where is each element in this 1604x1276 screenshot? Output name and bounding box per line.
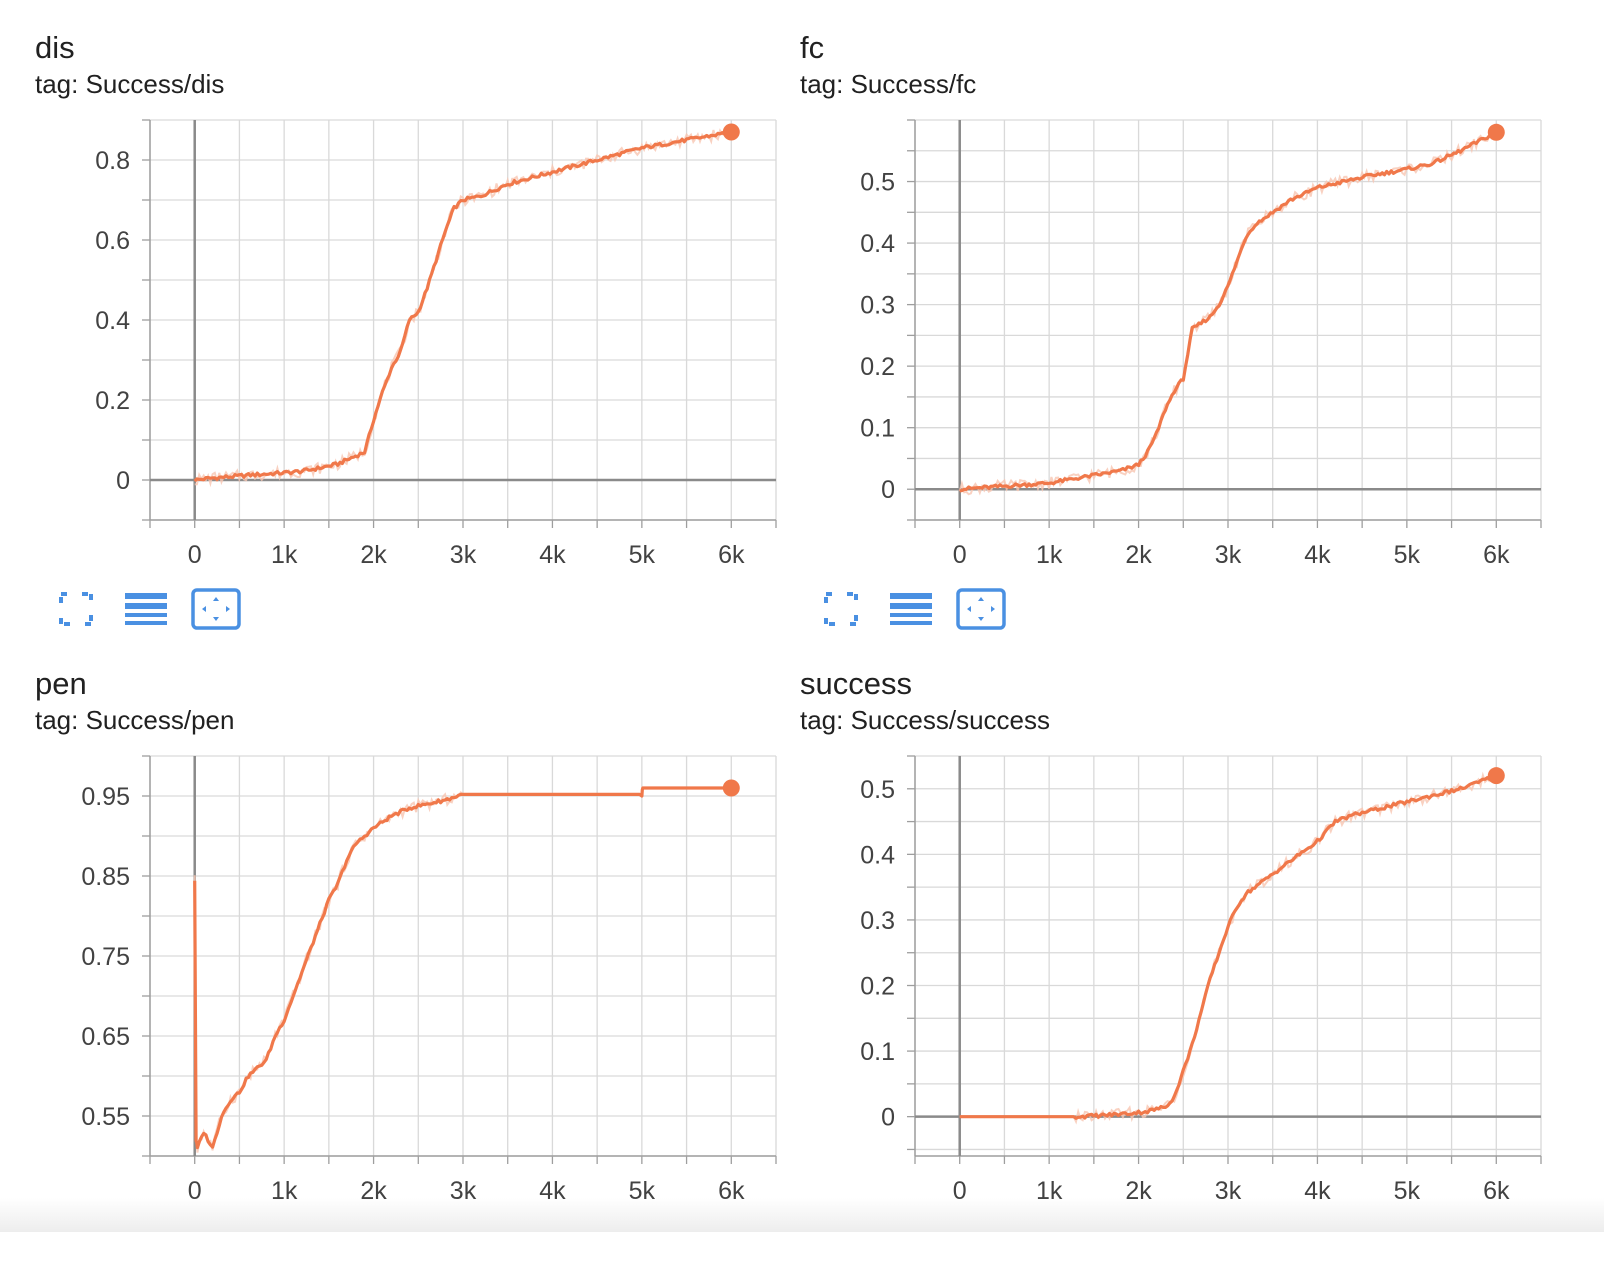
y-tick-label: 0.2 bbox=[95, 387, 130, 415]
data-table-icon bbox=[125, 593, 167, 625]
x-tick-label: 5k bbox=[1394, 541, 1421, 569]
series-line bbox=[959, 774, 1497, 1120]
chart-tag: tag: Success/dis bbox=[35, 69, 225, 99]
x-tick-label: 3k bbox=[1215, 1177, 1242, 1205]
y-tick-label: 0.4 bbox=[95, 307, 130, 335]
series-line bbox=[959, 130, 1497, 493]
series-raw-line bbox=[194, 128, 732, 488]
y-tick-label: 0.8 bbox=[95, 147, 130, 175]
y-tick-label: 0.4 bbox=[860, 230, 895, 258]
y-tick-label: 0.3 bbox=[860, 292, 895, 320]
x-tick-label: 3k bbox=[450, 541, 477, 569]
last-point-marker bbox=[1487, 123, 1505, 141]
x-tick-label: 2k bbox=[1125, 1177, 1152, 1205]
fullscreen-icon bbox=[824, 592, 858, 626]
x-tick-label: 0 bbox=[953, 1177, 967, 1205]
chart-plot[interactable]: 0 0.1 0.2 0.3 0.4 0.5 0 1k 2k 3k 4k 5k 6k bbox=[765, 636, 1555, 1276]
x-tick-label: 0 bbox=[188, 1177, 202, 1205]
x-tick-label: 2k bbox=[360, 1177, 387, 1205]
fullscreen-button[interactable] bbox=[50, 585, 102, 633]
x-tick-label: 4k bbox=[1304, 541, 1331, 569]
x-tick-label: 4k bbox=[539, 1177, 566, 1205]
x-tick-label: 6k bbox=[1483, 541, 1510, 569]
chart-plot[interactable]: 0.55 0.65 0.75 0.85 0.95 0 1k 2k 3k 4k 5k 6k bbox=[0, 636, 790, 1276]
y-tick-label: 0.6 bbox=[95, 227, 130, 255]
last-point-marker bbox=[722, 123, 740, 141]
x-tick-label: 4k bbox=[1304, 1177, 1331, 1205]
chart-tag: tag: Success/fc bbox=[800, 69, 977, 99]
chart-card-pen: pen tag: Success/pen 0.55 0.65 0.75 0.85 0.9… bbox=[0, 636, 790, 1276]
x-tick-label: 6k bbox=[1483, 1177, 1510, 1205]
fit-domain-button[interactable] bbox=[190, 585, 242, 633]
x-tick-label: 0 bbox=[188, 541, 202, 569]
chart-title: fc bbox=[800, 30, 825, 65]
series-line bbox=[193, 130, 732, 483]
y-tick-label: 0.2 bbox=[860, 973, 895, 1001]
chart-title: pen bbox=[35, 666, 87, 701]
x-tick-label: 3k bbox=[450, 1177, 477, 1205]
fit-domain-icon bbox=[191, 588, 241, 630]
chart-title: success bbox=[800, 666, 912, 701]
card-toolbar bbox=[815, 585, 1007, 633]
x-tick-label: 2k bbox=[360, 541, 387, 569]
y-tick-label: 0 bbox=[116, 467, 130, 495]
data-table-button[interactable] bbox=[885, 585, 937, 633]
x-tick-label: 3k bbox=[1215, 541, 1242, 569]
chart-plot[interactable]: 0 0.1 0.2 0.3 0.4 0.5 0 1k 2k 3k 4k 5k 6k bbox=[765, 0, 1555, 640]
y-tick-label: 0.65 bbox=[81, 1023, 130, 1051]
chart-card-fc: fc tag: Success/fc 0 0.1 0.2 0.3 0.4 0.5 0 1k 2k… bbox=[765, 0, 1555, 640]
y-tick-label: 0.2 bbox=[860, 353, 895, 381]
x-tick-label: 5k bbox=[629, 541, 656, 569]
x-tick-label: 1k bbox=[271, 1177, 298, 1205]
y-tick-label: 0.5 bbox=[860, 776, 895, 804]
x-tick-label: 1k bbox=[271, 541, 298, 569]
y-tick-label: 0.1 bbox=[860, 1038, 895, 1066]
y-tick-label: 0.1 bbox=[860, 415, 895, 443]
last-point-marker bbox=[1487, 767, 1505, 785]
x-tick-label: 5k bbox=[629, 1177, 656, 1205]
x-tick-label: 5k bbox=[1394, 1177, 1421, 1205]
x-tick-label: 0 bbox=[953, 541, 967, 569]
fullscreen-button[interactable] bbox=[815, 585, 867, 633]
y-tick-label: 0 bbox=[881, 1104, 895, 1132]
chart-tag: tag: Success/success bbox=[800, 705, 1050, 735]
card-toolbar bbox=[50, 585, 242, 633]
data-table-icon bbox=[890, 593, 932, 625]
x-tick-label: 2k bbox=[1125, 541, 1152, 569]
y-tick-label: 0.5 bbox=[860, 169, 895, 197]
x-tick-label: 1k bbox=[1036, 1177, 1063, 1205]
y-tick-label: 0.3 bbox=[860, 907, 895, 935]
x-tick-label: 4k bbox=[539, 541, 566, 569]
y-tick-label: 0 bbox=[881, 476, 895, 504]
series-line bbox=[193, 786, 732, 1150]
fit-domain-icon bbox=[956, 588, 1006, 630]
x-tick-label: 1k bbox=[1036, 541, 1063, 569]
x-tick-label: 6k bbox=[718, 1177, 745, 1205]
chart-title: dis bbox=[35, 30, 75, 65]
y-tick-label: 0.75 bbox=[81, 943, 130, 971]
chart-tag: tag: Success/pen bbox=[35, 705, 235, 735]
fullscreen-icon bbox=[59, 592, 93, 626]
data-table-button[interactable] bbox=[120, 585, 172, 633]
y-tick-label: 0.95 bbox=[81, 783, 130, 811]
y-tick-label: 0.4 bbox=[860, 841, 895, 869]
y-tick-label: 0.85 bbox=[81, 863, 130, 891]
chart-plot[interactable]: 0 0.2 0.4 0.6 0.8 0 1k 2k 3k 4k 5k 6k bbox=[0, 0, 790, 640]
y-tick-label: 0.55 bbox=[81, 1103, 130, 1131]
chart-card-success: success tag: Success/success 0 0.1 0.2 0.3 0… bbox=[765, 636, 1555, 1276]
x-tick-label: 6k bbox=[718, 541, 745, 569]
fit-domain-button[interactable] bbox=[955, 585, 1007, 633]
chart-card-dis: dis tag: Success/dis 0 0.2 0.4 0.6 0.8 0 1k 2k 3… bbox=[0, 0, 790, 640]
last-point-marker bbox=[722, 779, 740, 797]
